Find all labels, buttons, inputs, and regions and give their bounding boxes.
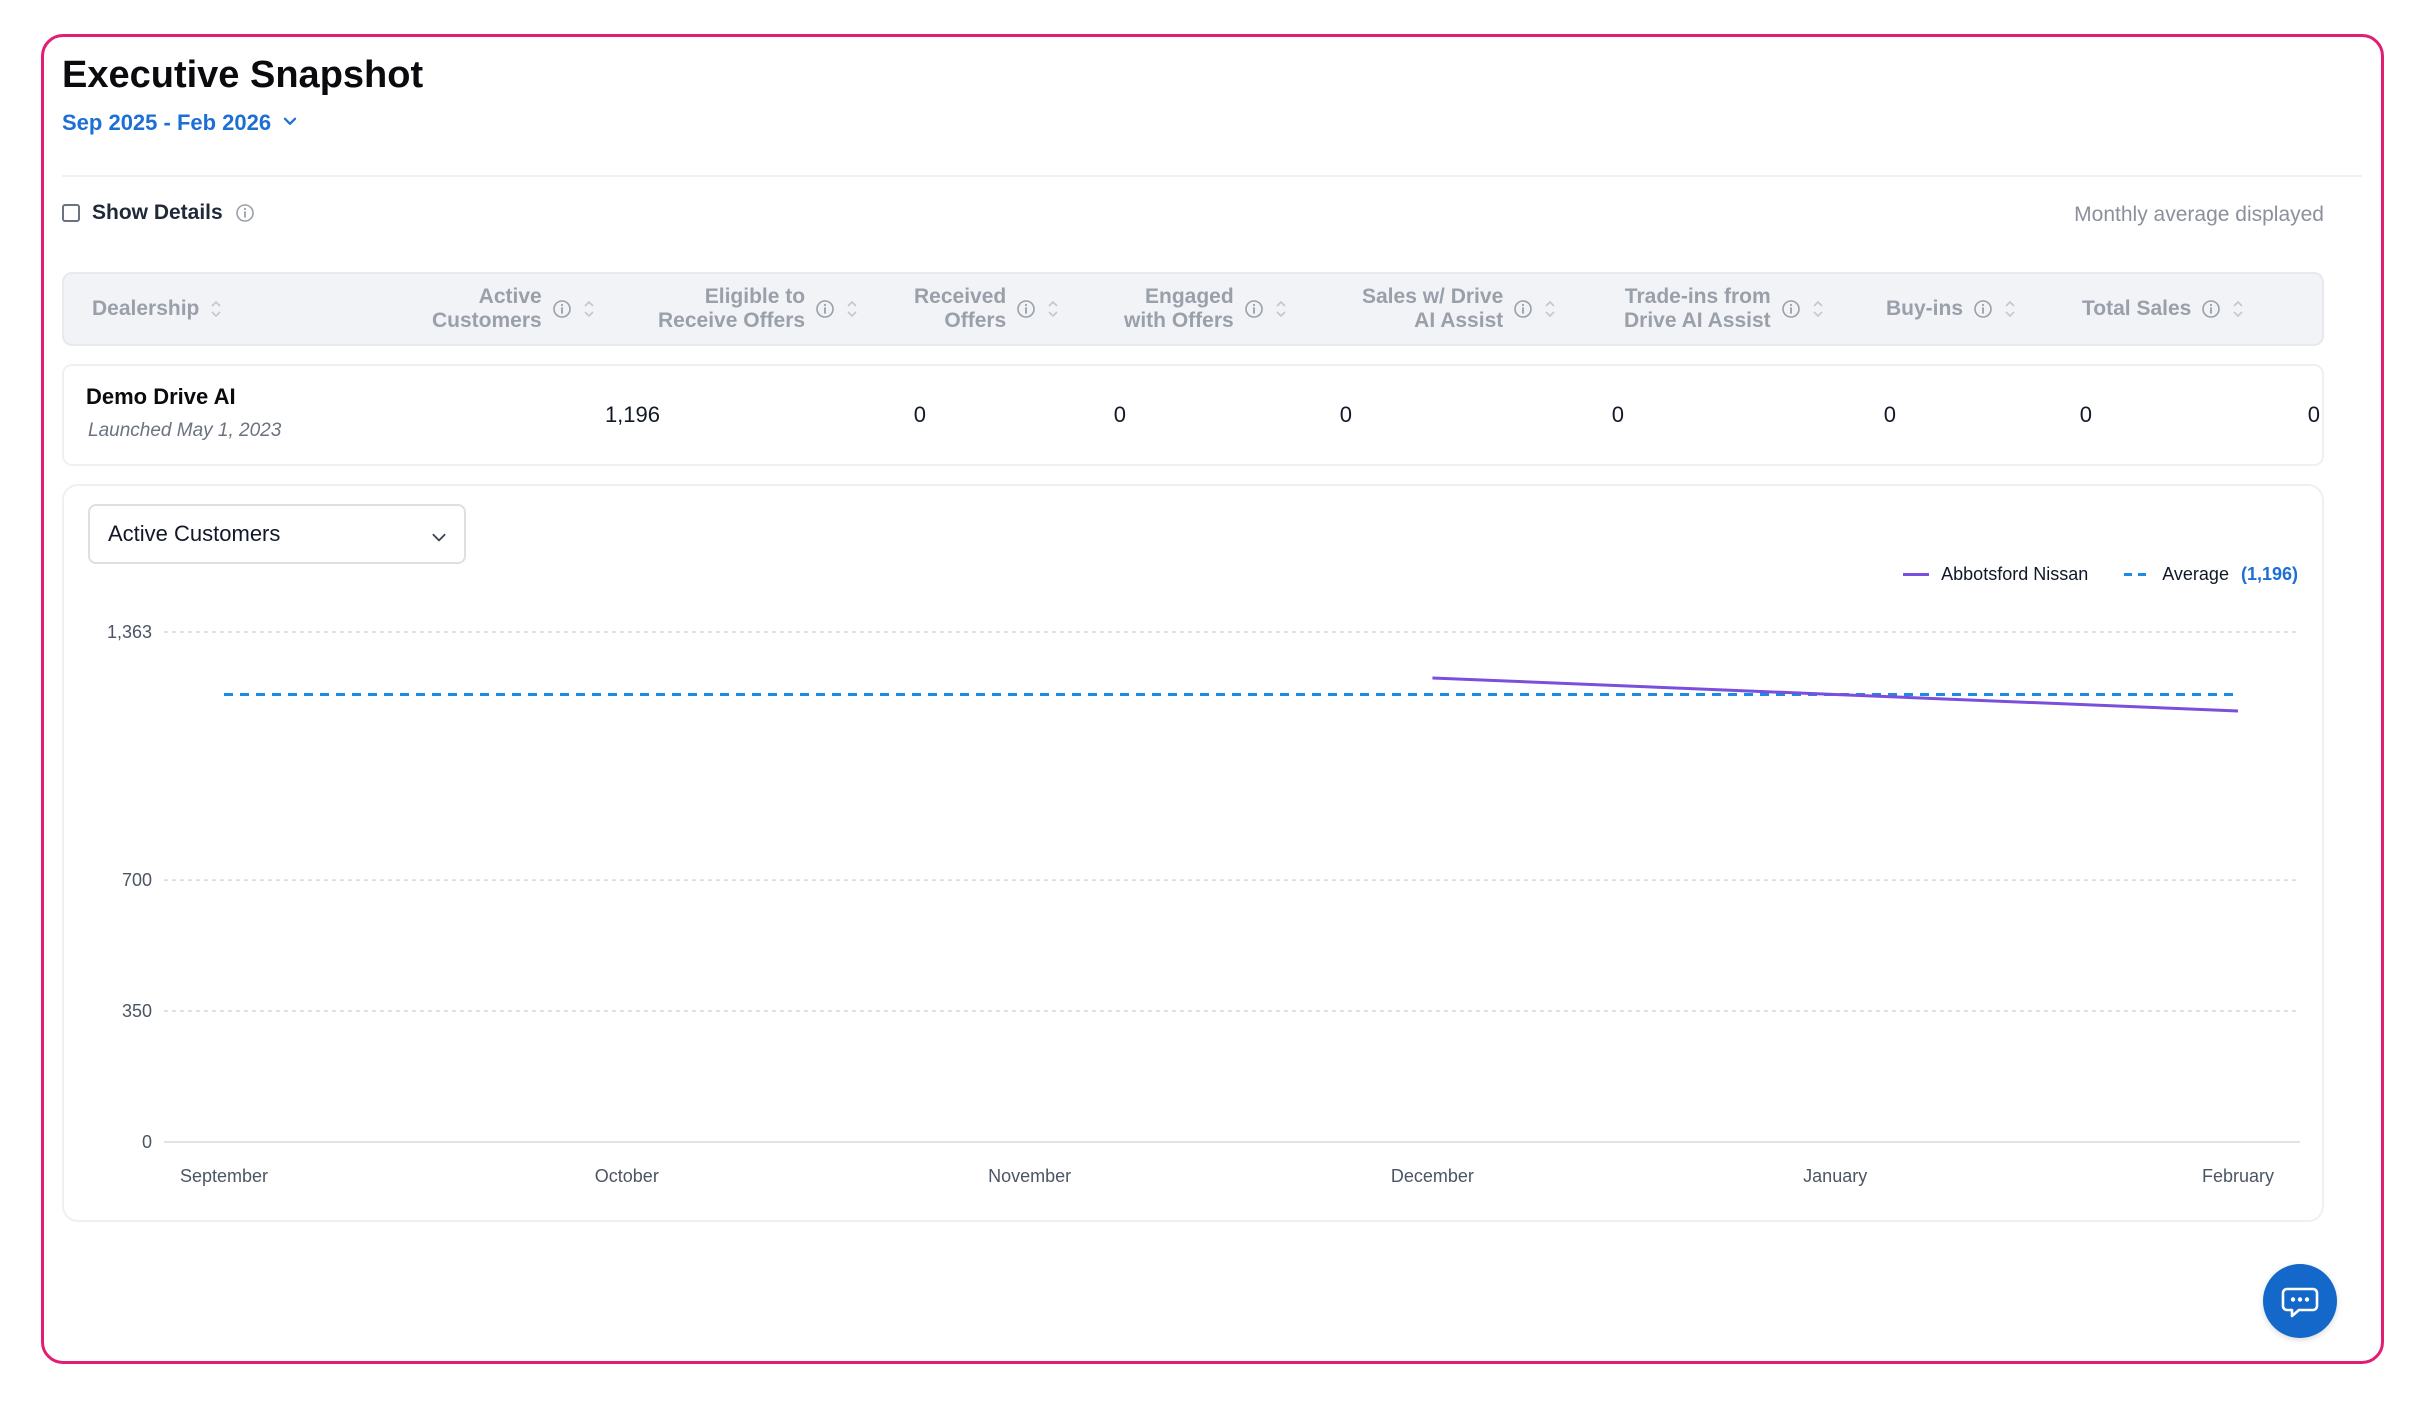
column-header-line: Customers <box>432 309 542 332</box>
column-header-line: Engaged <box>1145 285 1234 308</box>
cell-eligible: 0 <box>913 402 926 427</box>
column-header-line: Sales w/ Drive <box>1362 285 1504 308</box>
x-tick-label: January <box>1803 1166 1867 1186</box>
cell-sales-ai-assist: 0 <box>1611 402 1624 427</box>
date-range-label: Sep 2025 - Feb 2026 <box>62 110 272 135</box>
column-header-tradeins[interactable]: Trade-ins from Drive AI Assist <box>1624 274 1825 344</box>
column-header-line: AI Assist <box>1414 309 1504 332</box>
show-details-checkbox[interactable] <box>62 204 80 222</box>
metric-select-value: Active Customers <box>108 521 281 546</box>
legend-item-series[interactable]: Abbotsford Nissan <box>1903 564 2088 585</box>
x-tick-label: December <box>1391 1166 1474 1186</box>
y-tick-label: 350 <box>122 1001 152 1021</box>
column-header-label: Dealership <box>92 297 200 320</box>
chevron-down-icon <box>430 526 448 544</box>
series-line <box>1432 676 2239 713</box>
date-range-dropdown[interactable]: Sep 2025 - Feb 2026 <box>62 110 299 136</box>
sort-icon[interactable] <box>2003 298 2017 320</box>
legend-swatch <box>1903 573 1930 576</box>
column-header-line: Eligible to <box>704 285 806 308</box>
x-tick-label: February <box>2202 1166 2274 1186</box>
page-title: Executive Snapshot <box>62 54 424 96</box>
sort-icon[interactable] <box>582 298 596 320</box>
sort-icon[interactable] <box>845 298 859 320</box>
monthly-average-note: Monthly average displayed <box>2074 203 2324 226</box>
cell-received-offers: 0 <box>1113 402 1126 427</box>
column-header-line: Receive Offers <box>658 309 806 332</box>
x-tick-label: November <box>988 1166 1071 1186</box>
show-details-control[interactable]: Show Details <box>62 201 255 225</box>
table-header: Dealership Active Customers Eligible to Re… <box>62 272 2324 346</box>
column-header-eligible[interactable]: Eligible to Receive Offers <box>658 274 859 344</box>
info-icon[interactable] <box>552 299 572 319</box>
sort-icon[interactable] <box>1046 298 1060 320</box>
legend-average-label: Average <box>2162 564 2229 584</box>
info-icon[interactable] <box>1781 299 1801 319</box>
column-header-received-offers[interactable]: Received Offers <box>914 274 1060 344</box>
info-icon[interactable] <box>1016 299 1036 319</box>
table-row[interactable]: Demo Drive AI Launched May 1, 2023 1,196… <box>62 364 2324 466</box>
column-header-buyins[interactable]: Buy-ins <box>1886 274 2017 344</box>
info-icon[interactable] <box>2201 299 2221 319</box>
sort-icon[interactable] <box>1811 298 1825 320</box>
sort-icon[interactable] <box>1543 298 1557 320</box>
column-header-line: with Offers <box>1124 309 1234 332</box>
chat-button[interactable] <box>2263 1264 2337 1338</box>
column-header-line: Active <box>478 285 542 308</box>
info-icon[interactable] <box>1973 299 1993 319</box>
legend-average-value: (1,196) <box>2240 564 2298 584</box>
legend-swatch <box>2124 573 2151 576</box>
column-header-sales-ai-assist[interactable]: Sales w/ Drive AI Assist <box>1362 274 1557 344</box>
metric-select[interactable]: Active Customers <box>88 504 466 564</box>
info-icon[interactable] <box>235 203 255 223</box>
x-tick-label: September <box>180 1166 268 1186</box>
column-header-dealership[interactable]: Dealership <box>92 274 223 344</box>
y-tick-label: 1,363 <box>107 622 152 642</box>
legend-item-average[interactable]: Average (1,196) <box>2124 564 2298 585</box>
y-tick-label: 0 <box>142 1132 152 1152</box>
sort-icon[interactable] <box>1274 298 1288 320</box>
column-header-line: Received <box>914 285 1007 308</box>
column-header-active-customers[interactable]: Active Customers <box>432 274 596 344</box>
info-icon[interactable] <box>1513 299 1533 319</box>
column-header-line: Drive AI Assist <box>1624 309 1771 332</box>
dealership-name: Demo Drive AI <box>86 384 236 409</box>
cell-active-customers: 1,196 <box>604 402 660 427</box>
cell-engaged: 0 <box>1339 402 1352 427</box>
chat-bubble-icon <box>2281 1287 2319 1318</box>
y-tick-label: 700 <box>122 870 152 890</box>
cell-buyins: 0 <box>2079 402 2092 427</box>
column-header-line: Offers <box>944 309 1007 332</box>
column-header-engaged[interactable]: Engaged with Offers <box>1124 274 1288 344</box>
x-tick-label: October <box>595 1166 659 1186</box>
legend-series-label: Abbotsford Nissan <box>1941 564 2089 584</box>
column-header-label: Total Sales <box>2082 297 2192 320</box>
cell-tradeins: 0 <box>1883 402 1896 427</box>
cell-total-sales: 0 <box>2307 402 2320 427</box>
info-icon[interactable] <box>1244 299 1264 319</box>
info-icon[interactable] <box>815 299 835 319</box>
dealership-launch-date: Launched May 1, 2023 <box>88 420 282 441</box>
sort-icon[interactable] <box>2231 298 2245 320</box>
header-divider <box>62 175 2362 177</box>
chart-legend: Abbotsford Nissan Average (1,196) <box>1903 564 2298 585</box>
sort-icon[interactable] <box>209 298 223 320</box>
column-header-label: Buy-ins <box>1886 297 1964 320</box>
chart-card: 0 350 700 1,363 September October November Dece… <box>62 484 2324 1222</box>
column-header-total-sales[interactable]: Total Sales <box>2082 274 2245 344</box>
line-chart: 0 350 700 1,363 September October November Dece… <box>107 622 2300 1186</box>
show-details-label: Show Details <box>92 201 223 224</box>
column-header-line: Trade-ins from <box>1624 285 1771 308</box>
chevron-down-icon <box>281 110 299 136</box>
